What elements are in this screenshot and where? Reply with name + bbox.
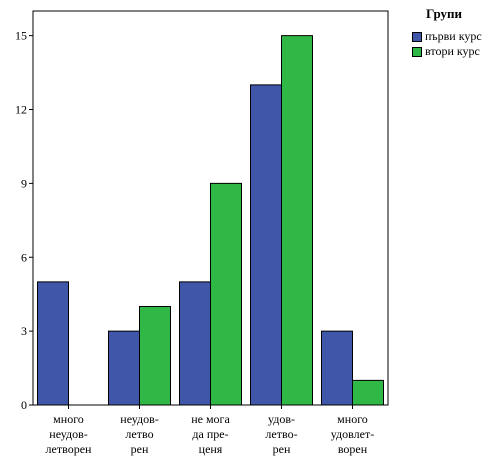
y-axis: 0 3 6 9 12 15 — [15, 29, 33, 412]
x-tick-label: летво — [125, 427, 153, 441]
y-tick-label: 12 — [15, 103, 27, 117]
bar-series-1-cat-5 — [321, 330, 353, 406]
x-tick-label: ворен — [338, 442, 368, 456]
bar-series-2-cat-2 — [139, 306, 171, 406]
x-tick-label: много — [337, 412, 368, 426]
legend-swatch-series-2 — [412, 47, 422, 57]
x-tick-label: много — [53, 412, 84, 426]
legend-title: Групи — [426, 6, 462, 21]
legend-item-series-2: втори курс — [412, 45, 498, 57]
bar-series-1-cat-2 — [108, 330, 140, 406]
x-tick-label: рен — [131, 442, 149, 456]
bar-series-1-cat-4 — [250, 84, 282, 406]
y-tick-label: 15 — [15, 29, 27, 43]
bar-series-2-cat-3 — [210, 182, 242, 406]
y-tick-label: 9 — [21, 176, 27, 190]
y-tick-label: 3 — [21, 324, 27, 338]
x-tick-label: летво- — [265, 427, 297, 441]
legend-item-series-1: първи курс — [412, 30, 498, 42]
x-tick-label: летворен — [46, 442, 92, 456]
legend-label-series-2: втори курс — [425, 44, 480, 58]
x-tick-label: не мога — [191, 412, 230, 426]
y-tick-label: 6 — [21, 250, 27, 264]
legend: Групи първи курс втори курс — [412, 6, 498, 60]
bar-series-1-cat-3 — [179, 281, 211, 406]
x-tick-label: рен — [273, 442, 291, 456]
bar-series-1-cat-1 — [37, 281, 69, 406]
bars — [37, 35, 384, 406]
legend-swatch-series-1 — [412, 32, 422, 42]
x-tick-label: удов- — [268, 412, 295, 426]
x-tick-label: удовлет- — [331, 427, 374, 441]
y-tick-label: 0 — [21, 398, 27, 412]
bar-series-2-cat-4 — [281, 35, 313, 406]
legend-label-series-1: първи курс — [425, 29, 482, 43]
bar-series-2-cat-5 — [352, 379, 384, 406]
x-tick-label: ценя — [199, 442, 223, 456]
x-tick-label: да пре- — [192, 427, 228, 441]
x-tick-label: неудов- — [120, 412, 158, 426]
x-tick-label: неудов- — [49, 427, 87, 441]
